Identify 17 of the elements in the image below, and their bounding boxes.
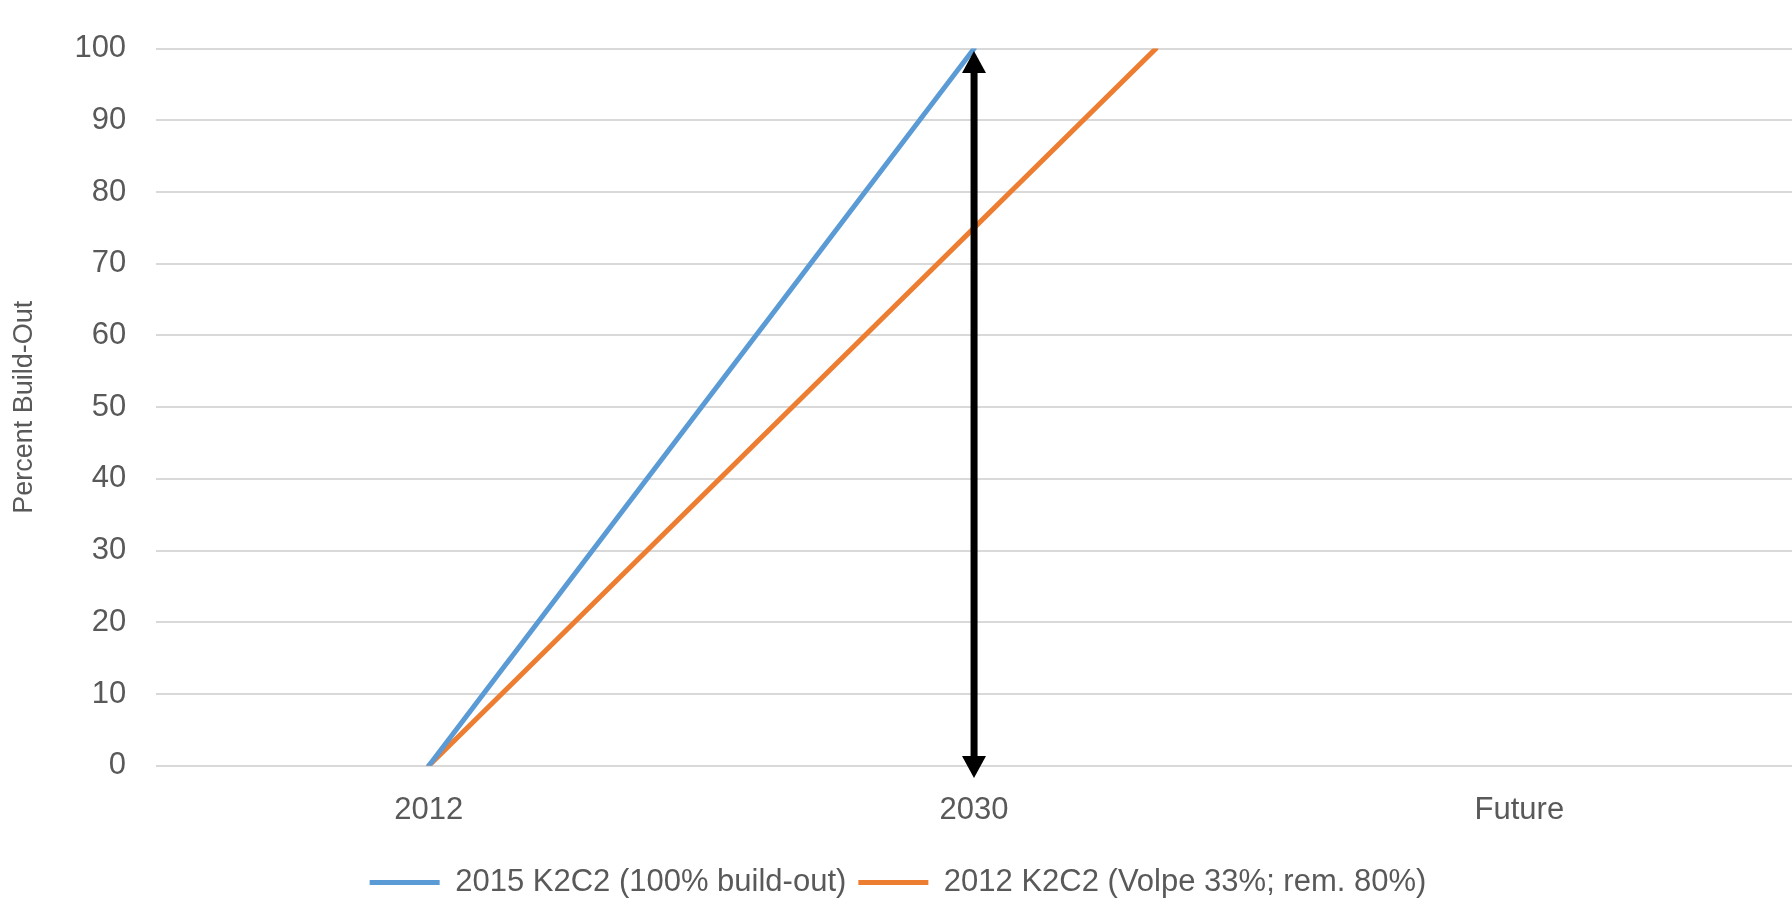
y-tick-label: 90 [91,100,127,136]
y-tick-label: 50 [91,387,127,423]
y-tick-label: 10 [91,674,127,710]
y-tick-label: 70 [91,244,127,280]
y-axis-title: Percent Build-Out [7,300,38,514]
y-tick-label: 80 [91,172,127,208]
y-tick-label: 100 [74,29,127,65]
x-tick-label: Future [1474,790,1565,826]
legend-label: 2012 K2C2 (Volpe 33%; rem. 80%) [943,863,1427,899]
x-tick-label: 2030 [939,790,1009,826]
x-tick-label: 2012 [394,790,464,826]
y-tick-label: 30 [91,531,127,567]
y-tick-label: 20 [91,602,127,638]
y-tick-label: 60 [91,316,127,352]
y-tick-label: 0 [108,746,127,782]
y-tick-label: 40 [91,459,127,495]
legend-label: 2015 K2C2 (100% build-out) [455,863,847,899]
